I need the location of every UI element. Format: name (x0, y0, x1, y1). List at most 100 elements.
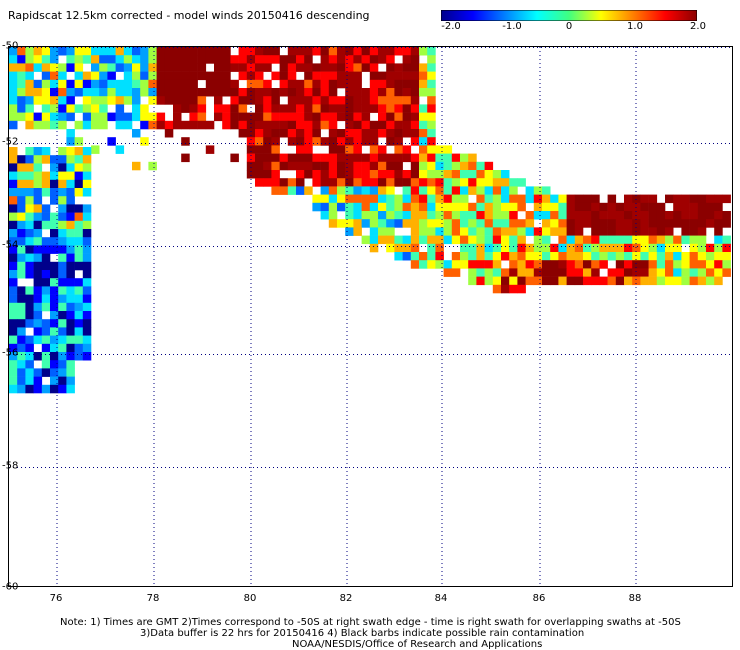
wind-cell (17, 237, 26, 246)
wind-cell (66, 179, 75, 189)
wind-cell (369, 145, 379, 154)
wind-cell (58, 88, 67, 97)
wind-cell (353, 88, 362, 97)
wind-cell (394, 202, 403, 212)
wind-cell (378, 104, 387, 113)
wind-cell (320, 194, 330, 204)
wind-cell (542, 194, 551, 204)
wind-cell (230, 104, 239, 113)
wind-cell (533, 227, 543, 236)
wind-cell (312, 79, 321, 89)
wind-cell (640, 235, 649, 245)
lon-label: 78 (146, 593, 160, 604)
wind-cell (66, 286, 75, 295)
wind-cell (435, 243, 444, 253)
wind-cell (492, 268, 502, 277)
wind-cell (320, 202, 330, 212)
wind-cell (9, 55, 18, 64)
wind-cell (82, 88, 92, 97)
wind-cell (419, 145, 428, 154)
wind-cell (402, 219, 412, 228)
wind-cell (501, 219, 510, 228)
wind-cell (17, 384, 26, 394)
wind-cell (82, 204, 92, 213)
wind-cell (451, 186, 461, 195)
wind-cell (566, 194, 576, 204)
wind-cell (173, 55, 182, 64)
wind-cell (443, 145, 453, 154)
wind-cell (312, 47, 321, 56)
wind-cell (337, 104, 346, 113)
wind-cell (33, 237, 43, 246)
wind-cell (320, 112, 330, 122)
wind-cell (230, 96, 239, 105)
wind-cell (9, 360, 18, 369)
lat-label: -60 (2, 581, 19, 593)
wind-cell (599, 227, 608, 236)
wind-cell (41, 147, 51, 156)
wind-cell (583, 202, 592, 212)
wind-cell (66, 343, 75, 353)
lon-label: 88 (628, 593, 642, 604)
wind-cell (82, 220, 92, 230)
wind-cell (517, 194, 526, 204)
wind-cell (476, 202, 485, 212)
wind-cell (697, 252, 707, 261)
wind-cell (58, 163, 67, 172)
wind-cell (501, 202, 510, 212)
wind-cell (197, 104, 207, 113)
lat-label: -50 (2, 40, 19, 52)
wind-cell (435, 178, 444, 187)
wind-cell (197, 88, 207, 97)
wind-cell (50, 171, 59, 181)
wind-cell (123, 55, 133, 64)
wind-cell (386, 186, 395, 195)
wind-cell (501, 194, 510, 204)
wind-cell (255, 112, 264, 122)
wind-cell (607, 268, 617, 277)
wind-cell (689, 211, 699, 220)
wind-cell (123, 47, 133, 56)
wind-cell (82, 155, 92, 164)
wind-cell (66, 237, 75, 246)
wind-cell (706, 194, 715, 204)
wind-cell (99, 47, 108, 56)
wind-cell (550, 243, 559, 253)
wind-cell (41, 302, 51, 312)
wind-cell (41, 63, 51, 72)
wind-cell (361, 88, 371, 97)
wind-cell (673, 202, 682, 212)
wind-cell (681, 276, 690, 286)
wind-cell (33, 319, 43, 328)
wind-cell (173, 79, 182, 89)
wind-cell (82, 163, 92, 172)
wind-cell (394, 120, 403, 130)
wind-cell (722, 194, 731, 204)
wind-cell (41, 212, 51, 222)
wind-cell (287, 47, 297, 56)
wind-cell (287, 55, 297, 64)
wind-cell (443, 235, 453, 245)
wind-cell (320, 153, 330, 163)
wind-cell (74, 253, 84, 263)
wind-cell (353, 63, 362, 72)
wind-cell (246, 153, 256, 163)
wind-cell (386, 104, 395, 113)
wind-cell (263, 178, 272, 187)
wind-cell (17, 360, 26, 369)
wind-cell (296, 120, 305, 130)
wind-cell (484, 243, 494, 253)
wind-cell (501, 235, 510, 245)
wind-cell (640, 268, 649, 277)
wind-cell (41, 237, 51, 246)
wind-cell (378, 186, 387, 195)
wind-cell (17, 253, 26, 263)
wind-cell (58, 286, 67, 295)
wind-cell (533, 252, 543, 261)
wind-cell (328, 153, 338, 163)
wind-cell (410, 153, 420, 163)
wind-cell (74, 147, 84, 156)
wind-cell (74, 212, 84, 222)
wind-cell (328, 186, 338, 195)
wind-cell (451, 268, 461, 277)
